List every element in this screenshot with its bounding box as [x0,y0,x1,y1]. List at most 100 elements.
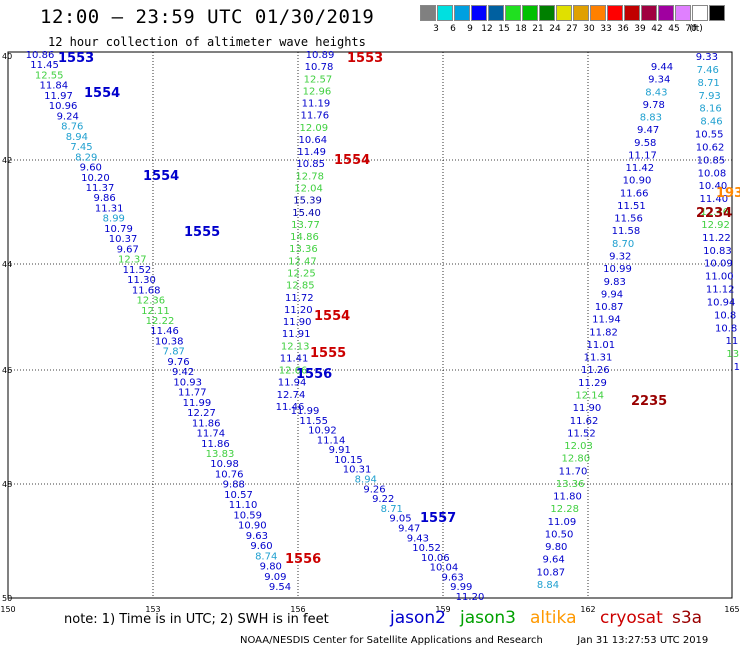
wave-height-label: 9.99 [450,582,472,593]
wave-height-label: 11.90 [573,403,602,414]
wave-height-label: 8.94 [355,475,377,486]
pass-number-label: 1555 [184,225,220,240]
wave-height-label: 11.31 [95,204,124,215]
satellite-legend-cryosat: cryosat [600,608,663,628]
wave-height-label: 11.14 [317,435,346,446]
wave-height-label: 12.11 [141,306,170,317]
wave-height-label: 10.40 [699,181,728,192]
wave-height-label: 10.8 [715,323,737,334]
scale-swatch [573,5,589,21]
wave-height-label: 11.12 [706,285,735,296]
wave-height-label: 11.49 [297,147,326,158]
wave-height-label: 11.94 [592,315,621,326]
wave-height-label: 11.10 [229,500,258,511]
lat-label: 42 [2,156,12,165]
pass-number-label: 2234 [696,206,732,221]
wave-height-label: 11.80 [553,492,582,503]
wave-height-label: 9.76 [167,357,189,368]
wave-height-label: 10.64 [298,135,327,146]
wave-height-label: 11.74 [196,429,225,440]
wave-height-label: 7.46 [697,65,719,76]
wave-height-label: 8.29 [75,152,97,163]
wave-height-label: 10.83 [703,246,732,257]
wave-height-label: 12.66 [279,366,308,377]
lat-label: 40 [2,52,12,61]
wave-height-label: 10.04 [430,563,459,574]
wave-height-label: 12.47 [288,256,317,267]
wave-height-label: 12.57 [304,74,333,85]
scale-label: 27 [566,24,578,34]
wave-height-label: 10.86 [26,50,55,61]
wave-height-label: 15.39 [293,196,322,207]
wave-height-label: 11.42 [625,163,654,174]
scale-swatch [454,5,470,21]
lon-label: 153 [145,605,160,614]
wave-height-label: 11.91 [282,329,311,340]
wave-height-label: 9.42 [172,367,194,378]
wave-height-label: 8.16 [699,104,721,115]
wave-height-label: 8.46 [700,117,722,128]
wave-height-label: 11.20 [456,592,485,603]
timestamp: Jan 31 13:27:53 UTC 2019 [577,635,709,646]
wave-height-label: 10.79 [104,224,133,235]
scale-label: 30 [583,24,595,34]
footer-note: note: 1) Time is in UTC; 2) SWH is in fe… [64,612,329,627]
satellite-legend-jason3: jason3 [460,608,516,628]
lon-label: 150 [0,605,15,614]
scale-swatch [556,5,572,21]
wave-height-label: 9.22 [372,494,394,505]
footer-credit: NOAA/NESDIS Center for Satellite Applica… [240,635,708,646]
wave-height-label: 9.58 [634,138,656,149]
wave-height-label: 10.08 [698,168,727,179]
wave-height-label: 12.37 [118,255,147,266]
scale-label: 42 [651,24,663,34]
scale-swatch [539,5,555,21]
scale-label: 36 [617,24,629,34]
scale-swatch [641,5,657,21]
wave-height-label: 11.29 [578,378,607,389]
wave-height-label: 11.00 [705,272,734,283]
lon-label: 165 [724,605,739,614]
satellite-legend-jason2: jason2 [390,608,446,628]
wave-height-label: 12.28 [550,504,579,515]
scale-label: 6 [450,24,456,34]
wave-height-label: 9.94 [601,289,623,300]
wave-height-label: 14.86 [290,232,319,243]
wave-height-label: 11.77 [178,388,207,399]
wave-height-label: 11.72 [285,293,314,304]
wave-height-label: 10.78 [305,62,334,73]
wave-height-label: 11.40 [699,194,728,205]
wave-height-label: 10.20 [81,173,110,184]
wave-height-label: 11 [725,336,738,347]
pass-number-label: 1554 [143,169,179,184]
wave-height-label: 9.86 [93,193,115,204]
wave-height-label: 8.43 [645,87,667,98]
wave-height-label: 10.85 [697,155,726,166]
pass-number-label: 1553 [347,51,383,66]
wave-height-label: 12.03 [564,441,593,452]
scale-swatch [522,5,538,21]
wave-height-label: 9.91 [329,445,351,456]
wave-height-label: 10.94 [707,297,736,308]
wave-height-label: 13.77 [291,220,320,231]
wave-height-label: 11.09 [548,517,577,528]
wave-height-label: 13.36 [556,479,585,490]
lat-label: 44 [2,260,12,269]
credit-text: NOAA/NESDIS Center for Satellite Applica… [240,635,543,646]
scale-swatch [420,5,436,21]
wave-height-label: 11.55 [299,416,328,427]
wave-height-label: 11.19 [302,99,331,110]
wave-height-label: 7.93 [699,91,721,102]
wave-height-label: 11.99 [291,406,320,417]
wave-height-label: 12.55 [35,71,64,82]
wave-height-label: 10.90 [238,521,267,532]
wave-height-label: 15.40 [292,208,321,219]
scale-label: 15 [498,24,510,34]
wave-height-label: 10.37 [109,234,138,245]
scale-label: 24 [549,24,561,34]
wave-height-label: 7.87 [163,347,185,358]
wave-height-label: 8.99 [103,214,125,225]
lat-label: 48 [2,480,12,489]
satellite-legend-s3a: s3a [672,608,703,628]
